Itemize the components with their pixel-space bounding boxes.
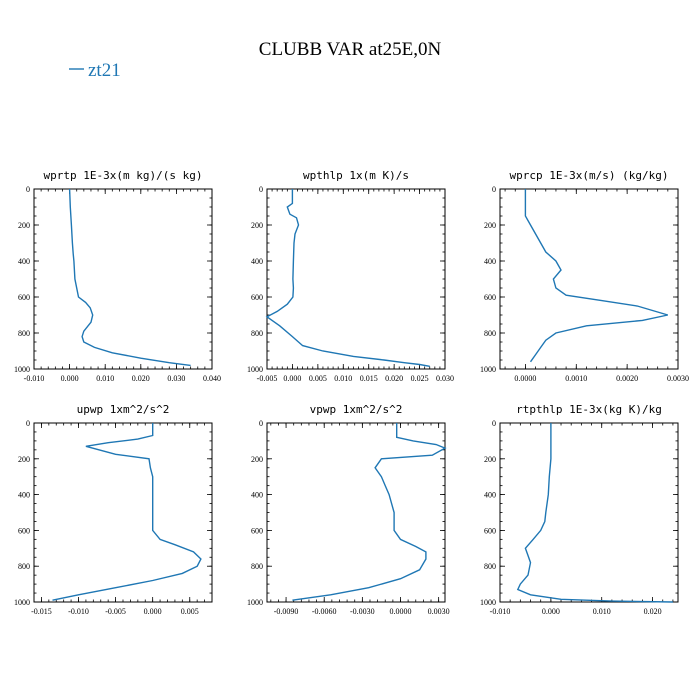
x-tick-label: -0.0060 [312, 607, 337, 616]
chart-panel-6: rtpthlp 1E-3x(kg K)/kg -0.010 0.000 0.010 0.… [480, 403, 679, 616]
x-tick-label: -0.005 [257, 374, 278, 383]
y-tick-label: 200 [251, 221, 263, 230]
x-tick-label: 0.040 [203, 374, 221, 383]
y-tick-label: 0 [492, 419, 496, 428]
x-tick-label: 0.015 [360, 374, 378, 383]
x-tick-label: 0.005 [181, 607, 199, 616]
x-tick-label: 0.0000 [514, 374, 536, 383]
series-line [524, 189, 668, 363]
x-tick-label: 0.000 [61, 374, 79, 383]
x-tick-label: 0.010 [96, 374, 114, 383]
chart-panel-5: vpwp 1xm^2/s^2 -0.0090 -0.0060 -0.0030 0.000… [247, 403, 450, 616]
panel-title: wprcp 1E-3x(m/s) (kg/kg) [510, 169, 669, 182]
chart-panel-2: wpthlp 1x(m K)/s -0.005 0.000 0.005 0.010 0.0… [247, 169, 454, 383]
y-tick-label: 0 [26, 185, 30, 194]
figure-title: CLUBB VAR at25E,0N [259, 39, 442, 60]
plot-frame [499, 422, 679, 603]
y-tick-label: 400 [18, 257, 30, 266]
y-tick-label: 200 [484, 221, 496, 230]
x-tick-label: 0.0010 [565, 374, 587, 383]
y-tick-label: 0 [259, 185, 263, 194]
panel-title: vpwp 1xm^2/s^2 [310, 403, 403, 416]
plot-frame [33, 188, 213, 370]
panel-title: wprtp 1E-3x(m kg)/(s kg) [44, 169, 203, 182]
legend-label: zt21 [88, 60, 121, 81]
y-tick-label: 0 [259, 419, 263, 428]
y-tick-label: 800 [484, 329, 496, 338]
y-tick-label: 200 [18, 221, 30, 230]
series-line [516, 423, 673, 603]
chart-panel-3: wprcp 1E-3x(m/s) (kg/kg) 0.0000 0.0010 0.00… [480, 169, 689, 383]
y-tick-label: 800 [251, 329, 263, 338]
panel-title: wpthlp 1x(m K)/s [303, 169, 409, 182]
x-tick-label: 0.020 [132, 374, 150, 383]
y-tick-label: 1000 [480, 365, 496, 374]
x-tick-label: 0.0030 [428, 607, 450, 616]
y-tick-label: 200 [18, 455, 30, 464]
y-tick-label: 1000 [247, 598, 263, 607]
y-tick-label: 200 [484, 455, 496, 464]
y-tick-label: 0 [492, 185, 496, 194]
x-tick-label: 0.0030 [667, 374, 689, 383]
y-tick-label: 1000 [480, 598, 496, 607]
y-tick-label: 1000 [14, 598, 30, 607]
y-tick-label: 0 [26, 419, 30, 428]
y-tick-label: 400 [484, 491, 496, 500]
y-tick-label: 400 [484, 257, 496, 266]
x-tick-label: -0.010 [68, 607, 89, 616]
y-tick-label: 1000 [14, 365, 30, 374]
x-tick-label: 0.0000 [390, 607, 412, 616]
y-tick-label: 600 [251, 293, 263, 302]
panel-grid: wprtp 1E-3x(m kg)/(s kg) -0.010 0.000 0.010… [14, 169, 689, 616]
y-tick-label: 400 [251, 491, 263, 500]
chart-panel-1: wprtp 1E-3x(m kg)/(s kg) -0.010 0.000 0.010… [14, 169, 221, 383]
series-line [52, 423, 202, 601]
legend: zt21 [69, 60, 121, 81]
x-tick-label: 0.0020 [616, 374, 638, 383]
x-tick-label: 0.030 [167, 374, 185, 383]
x-tick-label: 0.000 [144, 607, 162, 616]
x-tick-label: 0.010 [593, 607, 611, 616]
x-tick-label: 0.020 [385, 374, 403, 383]
x-tick-label: 0.025 [411, 374, 429, 383]
y-tick-label: 600 [484, 293, 496, 302]
x-tick-label: 0.000 [542, 607, 560, 616]
x-tick-label: 0.000 [283, 374, 301, 383]
y-tick-label: 600 [251, 526, 263, 535]
y-tick-label: 400 [18, 491, 30, 500]
y-tick-label: 800 [18, 562, 30, 571]
panel-title: upwp 1xm^2/s^2 [77, 403, 170, 416]
x-tick-label: 0.030 [436, 374, 454, 383]
plot-frame [33, 422, 213, 603]
y-tick-label: 800 [251, 562, 263, 571]
chart-panel-4: upwp 1xm^2/s^2 -0.015 -0.010 -0.005 0.000 0.0… [14, 403, 213, 616]
plot-frame [499, 188, 679, 370]
x-tick-label: -0.010 [490, 607, 511, 616]
series-line [68, 188, 191, 367]
y-tick-label: 400 [251, 257, 263, 266]
plot-frame [266, 422, 446, 603]
x-tick-label: 0.010 [334, 374, 352, 383]
x-tick-label: -0.0030 [350, 607, 375, 616]
y-tick-label: 600 [18, 526, 30, 535]
y-tick-label: 600 [484, 526, 496, 535]
panel-title: rtpthlp 1E-3x(kg K)/kg [516, 403, 662, 416]
x-tick-label: -0.015 [31, 607, 52, 616]
x-tick-label: -0.005 [105, 607, 126, 616]
y-tick-label: 1000 [247, 365, 263, 374]
x-tick-label: -0.0090 [274, 607, 299, 616]
y-tick-label: 800 [18, 329, 30, 338]
y-tick-label: 800 [484, 562, 496, 571]
x-tick-label: 0.005 [309, 374, 327, 383]
y-tick-label: 200 [251, 455, 263, 464]
series-line [265, 189, 430, 367]
x-tick-label: -0.010 [24, 374, 45, 383]
y-tick-label: 600 [18, 293, 30, 302]
series-line [292, 423, 447, 601]
x-tick-label: 0.020 [644, 607, 662, 616]
